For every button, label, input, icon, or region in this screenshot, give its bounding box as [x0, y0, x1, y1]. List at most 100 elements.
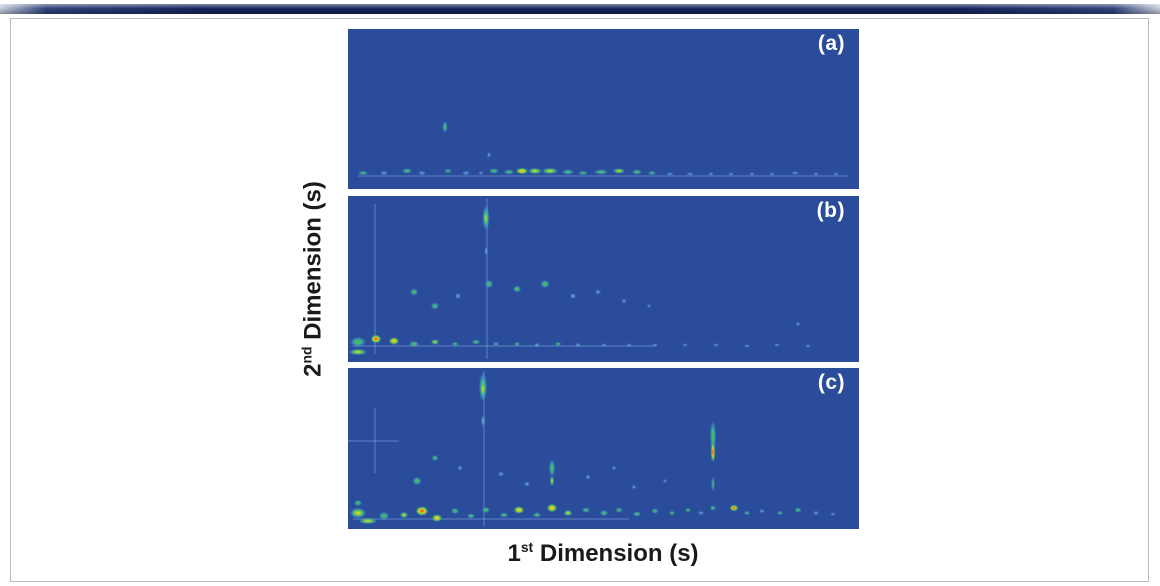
peak — [647, 303, 652, 308]
peak — [513, 341, 520, 346]
peak — [651, 343, 658, 347]
peak — [451, 508, 460, 515]
peak — [611, 465, 617, 470]
peak — [481, 415, 486, 428]
peak — [561, 169, 574, 175]
y-axis-label-rest: Dimension (s) — [299, 181, 327, 347]
trace-line — [373, 204, 376, 354]
peak — [631, 485, 637, 490]
peak — [758, 509, 765, 514]
peak — [486, 152, 491, 159]
peak — [451, 341, 459, 346]
peak — [484, 245, 488, 256]
peak — [461, 171, 470, 175]
peak — [812, 510, 819, 515]
peak — [729, 505, 738, 512]
peak — [416, 506, 429, 516]
y-axis-label-base: 2 — [299, 363, 327, 377]
peak — [547, 504, 558, 513]
peak — [430, 339, 439, 345]
peak — [454, 292, 461, 299]
trace-line — [373, 408, 376, 473]
peak — [600, 343, 607, 347]
peak — [686, 172, 695, 176]
peak — [430, 302, 439, 310]
peak — [549, 458, 556, 477]
peak — [711, 441, 716, 462]
peak — [651, 508, 659, 514]
peak — [833, 172, 839, 176]
peak — [412, 476, 422, 485]
peak — [541, 168, 558, 175]
peak — [443, 169, 452, 174]
peak — [599, 509, 608, 516]
peak — [711, 475, 715, 492]
peak — [710, 419, 717, 452]
peak — [471, 339, 480, 345]
trace-line — [353, 517, 630, 520]
peak — [349, 349, 368, 356]
peak — [512, 285, 521, 293]
peak — [595, 289, 602, 295]
peak — [728, 172, 735, 176]
peak — [612, 168, 625, 174]
peak — [481, 506, 490, 513]
peak — [795, 321, 801, 326]
peak — [401, 168, 412, 174]
trace-line — [353, 345, 655, 348]
peak — [477, 171, 484, 175]
panel-label: (b) — [816, 199, 845, 222]
peak — [515, 167, 528, 174]
y-axis-label-superscript: nd — [298, 346, 315, 364]
peak — [585, 474, 591, 480]
peak — [514, 506, 525, 514]
peak — [432, 514, 443, 522]
peak — [483, 208, 488, 227]
peak — [563, 509, 572, 516]
peak — [684, 508, 691, 513]
peak — [794, 507, 802, 513]
peak — [498, 471, 505, 477]
panel-plot: (a) — [348, 29, 859, 189]
peak — [409, 340, 420, 347]
peak — [621, 298, 627, 304]
panel-label: (a) — [817, 32, 845, 55]
trace-line — [348, 440, 400, 443]
peak — [378, 512, 389, 521]
peak — [418, 171, 427, 175]
peak — [665, 172, 674, 176]
peak — [569, 292, 576, 299]
peak — [488, 168, 499, 174]
peak — [662, 478, 667, 483]
x-axis-label-superscript: st — [520, 539, 534, 555]
peak — [648, 171, 657, 175]
peak — [503, 169, 514, 175]
peak — [615, 507, 623, 513]
peak — [554, 341, 561, 346]
peak — [707, 172, 714, 176]
peak — [359, 517, 378, 524]
peak — [350, 337, 367, 348]
peak — [593, 169, 608, 175]
panel-label: (c) — [817, 371, 845, 394]
peak — [748, 172, 755, 176]
trace-line — [483, 371, 486, 526]
peak — [631, 169, 642, 175]
peak — [710, 505, 717, 511]
peak — [812, 172, 819, 176]
peak — [499, 512, 508, 517]
peak — [523, 481, 530, 487]
peak — [480, 378, 486, 399]
peak — [354, 500, 363, 507]
peak — [527, 168, 542, 175]
peak — [743, 510, 750, 515]
x-axis-label: 1st Dimension (s) — [507, 539, 698, 568]
peak — [830, 512, 837, 516]
peak — [769, 172, 776, 176]
peak — [578, 171, 589, 175]
x-axis-label-rest: Dimension (s) — [533, 540, 699, 567]
decorative-top-bar — [0, 4, 1160, 14]
peak — [550, 475, 555, 486]
peak — [743, 344, 750, 348]
peak — [574, 342, 581, 347]
